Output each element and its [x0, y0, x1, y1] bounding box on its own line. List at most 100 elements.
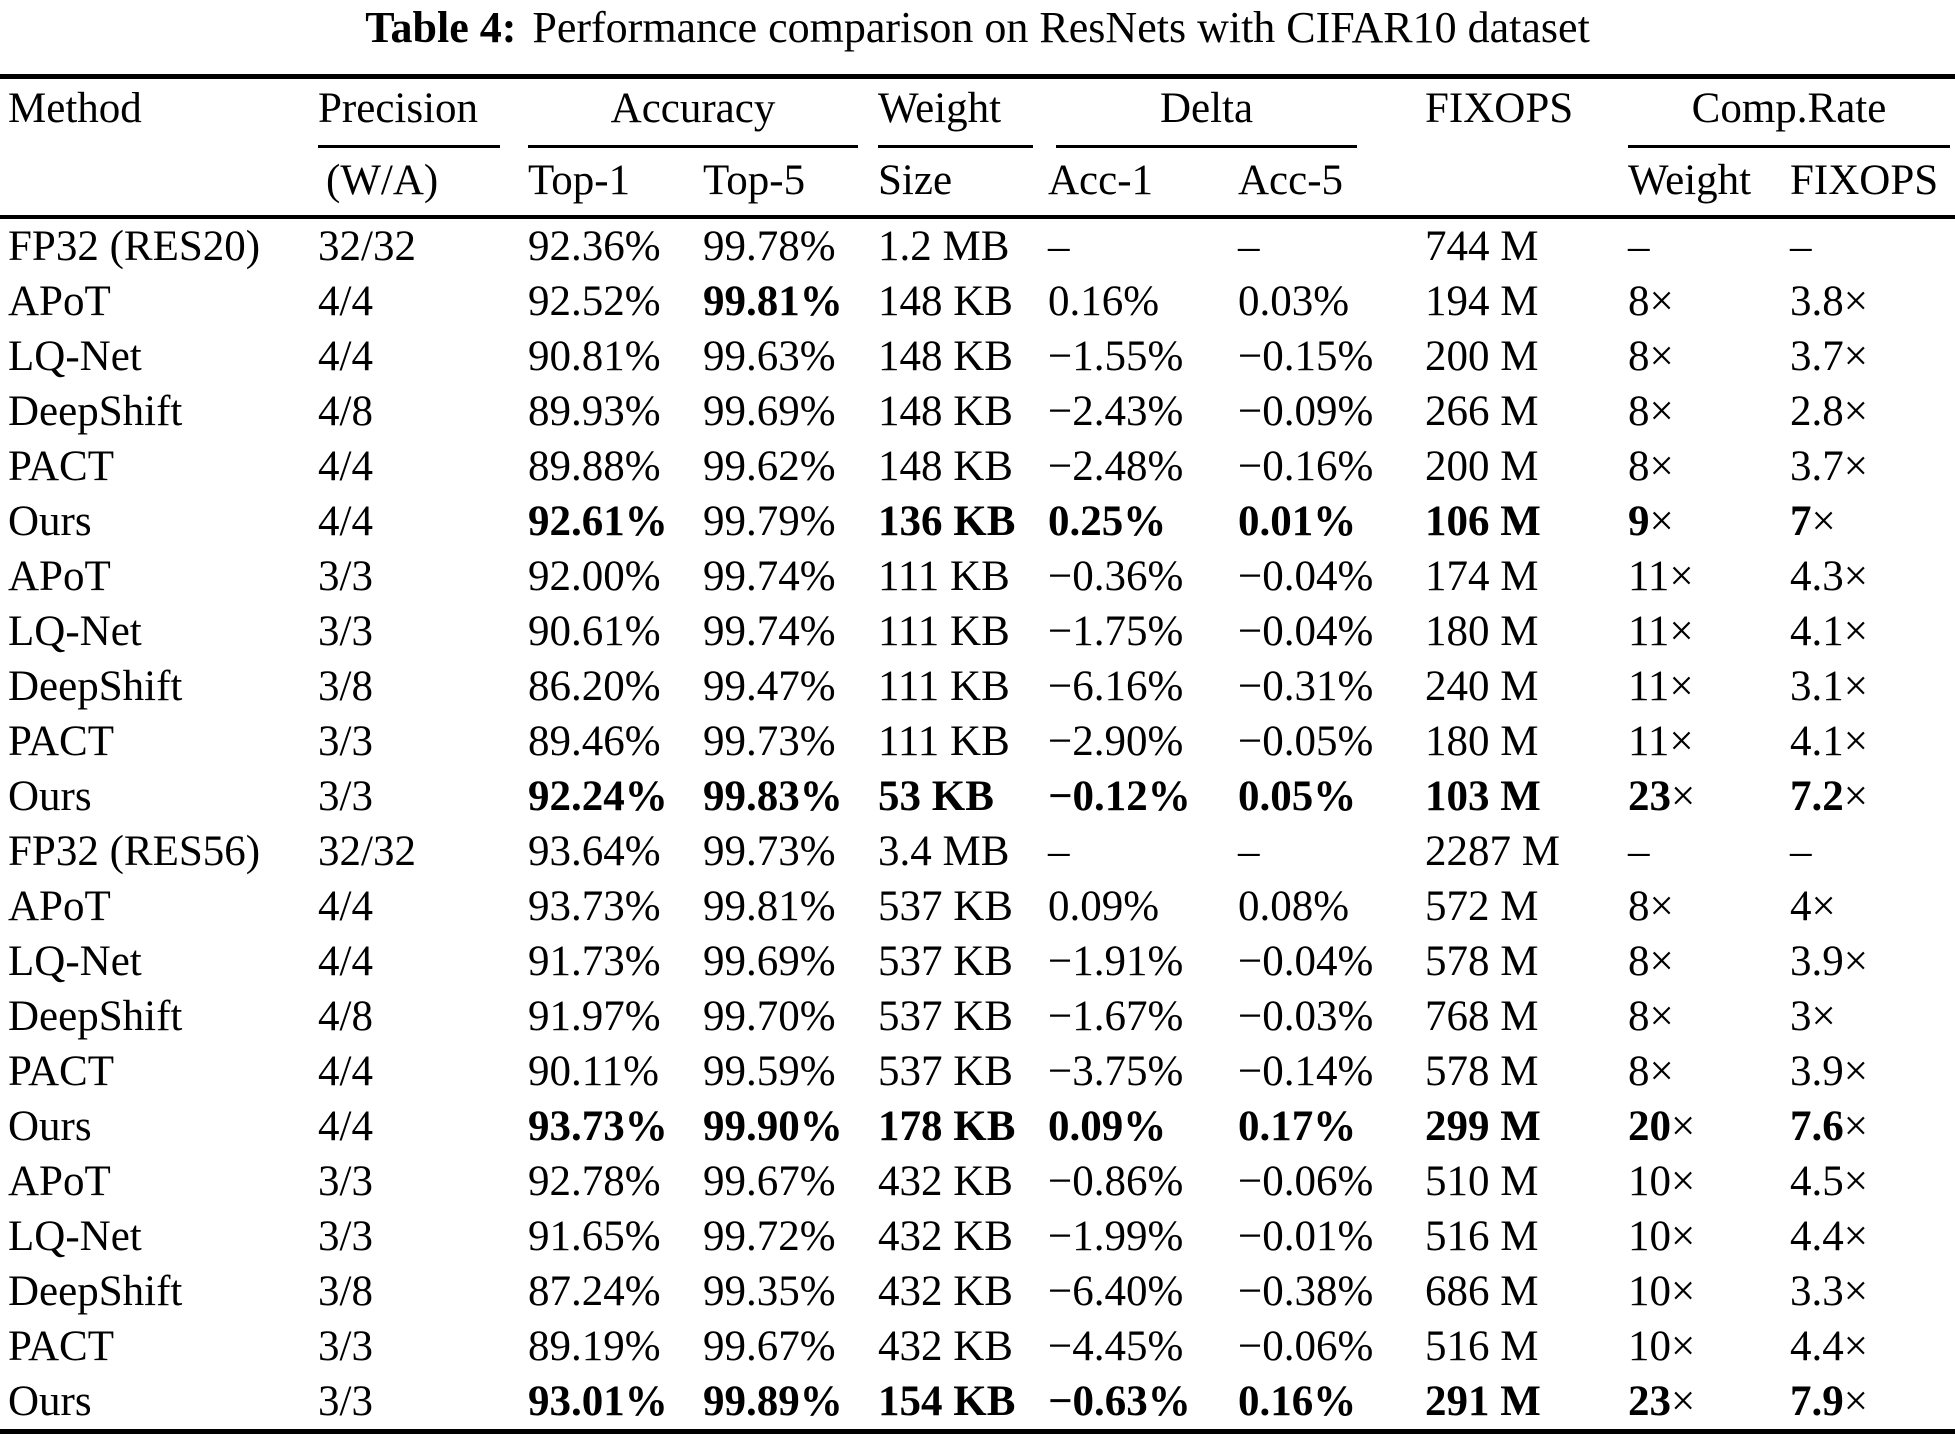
- table-cell: 4/4: [318, 1048, 373, 1095]
- table-cell: 32/32: [318, 828, 416, 875]
- table-cell: −0.04%: [1238, 553, 1374, 600]
- table-cell: 3/3: [318, 773, 373, 820]
- table-cell: 4/4: [318, 1103, 373, 1150]
- table-caption-label: Table 4:: [365, 3, 517, 52]
- table-cell: 240 M: [1425, 663, 1539, 710]
- results-table-body: FP32 (RES20) 32/32 92.36% 99.78% 1.2 MB – –744…: [0, 217, 1955, 1432]
- table-cell: −0.14%: [1238, 1048, 1374, 1095]
- table-row: LQ-Net 4/4 90.81% 99.63% 148 KB −1.55% −0.15% 2…: [0, 329, 1955, 384]
- table-cell: −6.40%: [1048, 1268, 1184, 1315]
- table-cell: 92.61%: [528, 498, 668, 545]
- table-cell: −0.86%: [1048, 1158, 1184, 1205]
- table-cell: 99.74%: [703, 608, 836, 655]
- table-cell: 200 M: [1425, 443, 1539, 490]
- table-cell: −1.99%: [1048, 1213, 1184, 1260]
- table-cell: FP32 (RES20): [8, 223, 261, 270]
- table-row: Ours 3/3 93.01% 99.89% 154 KB −0.63% 0.16% 291 …: [0, 1374, 1955, 1432]
- table-cell: −6.16%: [1048, 663, 1184, 710]
- table-row: DeepShift 4/8 91.97% 99.70% 537 KB −1.67% −0.0…: [0, 989, 1955, 1044]
- table-caption: Table 4: Performance comparison on ResNet…: [0, 0, 1955, 54]
- table-cell: 32/32: [318, 223, 416, 270]
- table-cell: 2.8×: [1790, 388, 1869, 435]
- table-cell: 8×: [1628, 938, 1674, 985]
- table-cell: PACT: [8, 1323, 114, 1370]
- table-cell: –: [1048, 223, 1070, 270]
- table-cell: 194 M: [1425, 278, 1539, 325]
- table-cell: 99.67%: [703, 1323, 836, 1370]
- table-cell: 99.47%: [703, 663, 836, 710]
- table-cell: −0.09%: [1238, 388, 1374, 435]
- table-cell: 86.20%: [528, 663, 661, 710]
- table-row: APoT 3/3 92.00% 99.74% 111 KB −0.36% −0.04% 174…: [0, 549, 1955, 604]
- col-subheader-cr-fixops: FIXOPS: [1790, 151, 1955, 219]
- table-cell: PACT: [8, 718, 114, 765]
- table-cell: 93.64%: [528, 828, 661, 875]
- table-cell: 0.03%: [1238, 278, 1350, 325]
- table-row: DeepShift 3/8 87.24% 99.35% 432 KB −6.40% −0.3…: [0, 1264, 1955, 1319]
- table-cell: 92.52%: [528, 278, 661, 325]
- table-cell: –: [1238, 223, 1260, 270]
- table-cell: 10×: [1628, 1268, 1696, 1315]
- table-cell: 11×: [1628, 663, 1694, 710]
- table-cell: 99.90%: [703, 1103, 843, 1150]
- table-cell: 154 KB: [878, 1378, 1016, 1425]
- header-row-groups: Method Precision Accuracy Weight Delta F…: [0, 76, 1955, 219]
- table-cell: 4/4: [318, 938, 373, 985]
- table-cell: −1.91%: [1048, 938, 1184, 985]
- table-cell: −0.16%: [1238, 443, 1374, 490]
- table-cell: 4/4: [318, 498, 373, 545]
- table-cell: 148 KB: [878, 333, 1013, 380]
- table-cell: 4.4×: [1790, 1323, 1869, 1370]
- col-header-accuracy: Accuracy: [528, 77, 878, 152]
- table-cell: DeepShift: [8, 1268, 183, 1315]
- table-cell: –: [1790, 223, 1812, 270]
- col-subheader-acc5: Acc-5: [1238, 151, 1425, 219]
- table-cell: 686 M: [1425, 1268, 1539, 1315]
- table-cell: −0.05%: [1238, 718, 1374, 765]
- table-cell: –: [1628, 828, 1650, 875]
- col-header-precision: Precision: [318, 77, 528, 152]
- table-cell: 3.7×: [1790, 443, 1869, 490]
- results-table: Method Precision Accuracy Weight Delta F…: [0, 74, 1955, 1434]
- table-cell: −1.55%: [1048, 333, 1184, 380]
- table-cell: 90.61%: [528, 608, 661, 655]
- table-row: LQ-Net 4/4 91.73% 99.69% 537 KB −1.91% −0.04% 5…: [0, 934, 1955, 989]
- table-cell: 537 KB: [878, 993, 1013, 1040]
- table-cell: −0.06%: [1238, 1323, 1374, 1370]
- table-cell: −0.03%: [1238, 993, 1374, 1040]
- table-cell: 3.9×: [1790, 938, 1869, 985]
- table-cell: 53 KB: [878, 773, 994, 820]
- table-cell: 99.62%: [703, 443, 836, 490]
- table-cell: 266 M: [1425, 388, 1539, 435]
- table-cell: −0.36%: [1048, 553, 1184, 600]
- table-cell: 93.73%: [528, 1103, 668, 1150]
- table-row: FP32 (RES20) 32/32 92.36% 99.78% 1.2 MB – –744…: [0, 217, 1955, 274]
- table-cell: 20×: [1628, 1103, 1696, 1150]
- table-cell: 10×: [1628, 1213, 1696, 1260]
- table-cell: 92.00%: [528, 553, 661, 600]
- table-cell: 8×: [1628, 1048, 1674, 1095]
- table-cell: 0.25%: [1048, 498, 1167, 545]
- table-cell: Ours: [8, 773, 92, 820]
- table-cell: 99.35%: [703, 1268, 836, 1315]
- table-cell: 516 M: [1425, 1323, 1539, 1370]
- table-cell: 7.9×: [1790, 1378, 1869, 1425]
- table-cell: 7.2×: [1790, 773, 1869, 820]
- table-cell: LQ-Net: [8, 1213, 142, 1260]
- table-cell: 93.01%: [528, 1378, 668, 1425]
- table-cell: 4.1×: [1790, 718, 1869, 765]
- table-cell: 0.01%: [1238, 498, 1357, 545]
- table-cell: 103 M: [1425, 773, 1541, 820]
- table-cell: −0.15%: [1238, 333, 1374, 380]
- col-header-comp-rate: Comp.Rate: [1628, 77, 1955, 152]
- table-row: Ours 3/3 92.24% 99.83% 53 KB −0.12% 0.05% 103 M…: [0, 769, 1955, 824]
- table-cell: 200 M: [1425, 333, 1539, 380]
- table-cell: 0.17%: [1238, 1103, 1357, 1150]
- table-cell: 91.97%: [528, 993, 661, 1040]
- table-cell: 8×: [1628, 278, 1674, 325]
- table-cell: 174 M: [1425, 553, 1539, 600]
- table-cell: 89.46%: [528, 718, 661, 765]
- table-cell: 1.2 MB: [878, 223, 1010, 270]
- table-cell: 510 M: [1425, 1158, 1539, 1205]
- table-cell: 572 M: [1425, 883, 1539, 930]
